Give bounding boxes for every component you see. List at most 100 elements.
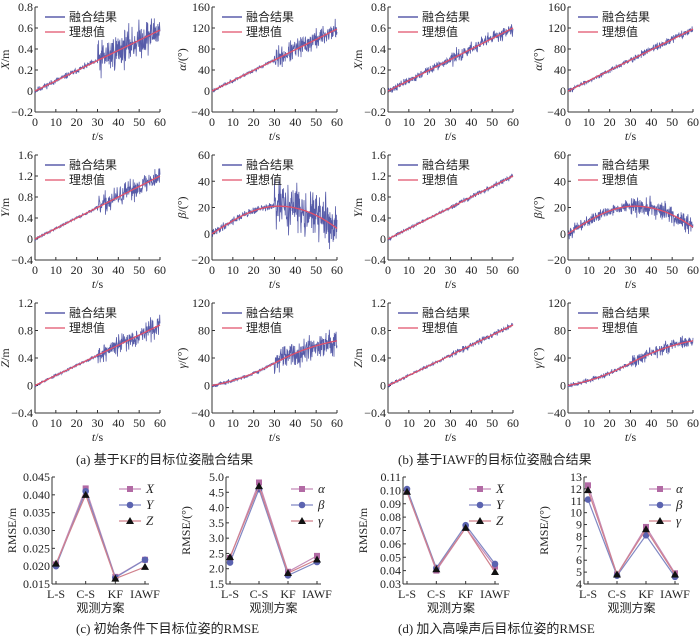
- data-point-γ: [613, 570, 621, 578]
- legend-label-X: X: [495, 481, 505, 496]
- x-tick-label: 10: [583, 416, 595, 430]
- y-tick-label: 60: [198, 148, 210, 162]
- legend-label-fused: 融合结果: [422, 9, 470, 24]
- data-point-Y: [141, 556, 149, 564]
- y-tick-label: 40: [554, 174, 566, 188]
- y-tick-label: 1.5: [209, 577, 224, 591]
- chart-a-x: −0.200.20.40.60.80102030405060t/sX/m融合结果…: [0, 0, 166, 143]
- x-tick-label: 40: [112, 416, 124, 430]
- x-axis-label: t/s: [445, 277, 457, 291]
- ideal-series-line: [34, 175, 161, 240]
- y-tick-label: 0.040: [23, 488, 50, 502]
- y-axis-label: X/m: [351, 49, 365, 71]
- y-tick-label: 0.2: [18, 63, 33, 77]
- x-tick-label: IAWF: [130, 587, 160, 601]
- legend-label-fused: 融合结果: [246, 305, 294, 320]
- y-axis-label: RMSE/(°): [179, 506, 193, 555]
- x-tick-label: 30: [92, 263, 104, 277]
- fused-series-line: [34, 314, 161, 388]
- x-tick-label: 10: [50, 416, 62, 430]
- x-tick-label: KF: [638, 587, 654, 601]
- x-tick-label: 30: [625, 416, 637, 430]
- y-tick-label: 3.5: [209, 516, 224, 530]
- y-tick-label: 1.2: [371, 169, 386, 183]
- x-tick-label: 60: [331, 416, 343, 430]
- x-tick-label: 10: [583, 115, 595, 129]
- fused-series-line: [567, 335, 694, 389]
- y-axis-label: Y/m: [0, 197, 12, 217]
- fused-series-line: [567, 195, 694, 240]
- y-tick-label: 9: [576, 518, 582, 532]
- y-axis-label: RMSE/m: [5, 507, 19, 553]
- y-tick-label: 11: [570, 494, 582, 508]
- y-tick-label: 80: [554, 42, 566, 56]
- ideal-series-line: [34, 29, 161, 92]
- y-tick-label: 13: [570, 470, 582, 484]
- chart-b-y: −0.400.40.81.21.60 10 20 30 40 50 60t/sY/m融合结果…: [351, 148, 519, 291]
- ideal-series-line: [211, 28, 338, 92]
- y-tick-label: 0: [560, 227, 566, 241]
- legend-marker-Y: [126, 501, 134, 509]
- series-line-β: [587, 499, 676, 578]
- x-tick-label: 0: [385, 263, 391, 277]
- legend-label-ideal: 理想值: [246, 172, 282, 187]
- y-tick-label: 80: [554, 324, 566, 338]
- y-tick-label: 0: [560, 379, 566, 393]
- x-tick-label: IAWF: [660, 587, 690, 601]
- legend-label-ideal: 理想值: [69, 320, 105, 335]
- x-axis-label: t/s: [269, 430, 281, 444]
- y-tick-label: 8: [576, 529, 582, 543]
- x-tick-label: 40: [645, 416, 657, 430]
- y-tick-label: 120: [548, 296, 566, 310]
- y-tick-label: 120: [192, 21, 210, 35]
- legend-marker-X: [127, 486, 133, 492]
- legend-label-fused: 融合结果: [422, 305, 470, 320]
- y-tick-label: 0.09: [380, 497, 401, 511]
- x-tick-label: 30: [445, 416, 457, 430]
- fused-series-line: [211, 179, 338, 250]
- y-tick-label: 40: [198, 174, 210, 188]
- y-tick-label: 0.4: [371, 351, 386, 365]
- y-tick-label: 0.6: [371, 21, 386, 35]
- x-tick-label: 50: [133, 115, 145, 129]
- x-tick-label: 20: [604, 416, 616, 430]
- fused-series-line: [211, 18, 338, 94]
- legend-label-α: α: [676, 481, 684, 496]
- fused-series-line: [34, 18, 161, 93]
- y-tick-label: 0.4: [18, 211, 33, 225]
- x-axis-label: 观测方案: [249, 600, 297, 615]
- legend-marker-α: [657, 486, 663, 492]
- y-tick-label: 0.8: [18, 324, 33, 338]
- legend-label-α: α: [318, 481, 326, 496]
- x-tick-label: 20: [248, 416, 260, 430]
- y-tick-label: 0.06: [380, 537, 401, 551]
- x-axis-label: t/s: [445, 129, 457, 143]
- y-axis-label: X/m: [0, 49, 12, 71]
- legend-label-ideal: 理想值: [602, 24, 638, 39]
- data-point-Z: [432, 565, 441, 573]
- x-tick-label: 30: [92, 416, 104, 430]
- y-tick-label: −0.4: [11, 253, 33, 267]
- x-tick-label: 40: [289, 115, 301, 129]
- x-tick-label: 40: [465, 263, 477, 277]
- x-tick-label: 60: [154, 416, 166, 430]
- y-tick-label: 7: [576, 541, 582, 555]
- y-axis-label: Z/m: [351, 348, 365, 368]
- legend-label-β: β: [675, 497, 683, 512]
- x-tick-label: 10: [583, 263, 595, 277]
- caption-d: (d) 加入高噪声后目标位姿的RMSE: [398, 621, 595, 636]
- y-tick-label: 0: [204, 227, 210, 241]
- data-point-γ: [313, 555, 321, 563]
- x-axis-label: 观测方案: [607, 600, 655, 615]
- chart-d-pos: 0.030.040.050.060.070.080.090.100.11 L-S C…: [356, 470, 510, 615]
- x-tick-label: 40: [465, 416, 477, 430]
- x-tick-label: 20: [248, 115, 260, 129]
- legend-label-Z: Z: [146, 513, 154, 528]
- y-tick-label: 6: [576, 553, 582, 567]
- x-tick-label: 30: [625, 115, 637, 129]
- y-tick-label: 160: [548, 0, 566, 14]
- x-axis-label: t/s: [625, 430, 637, 444]
